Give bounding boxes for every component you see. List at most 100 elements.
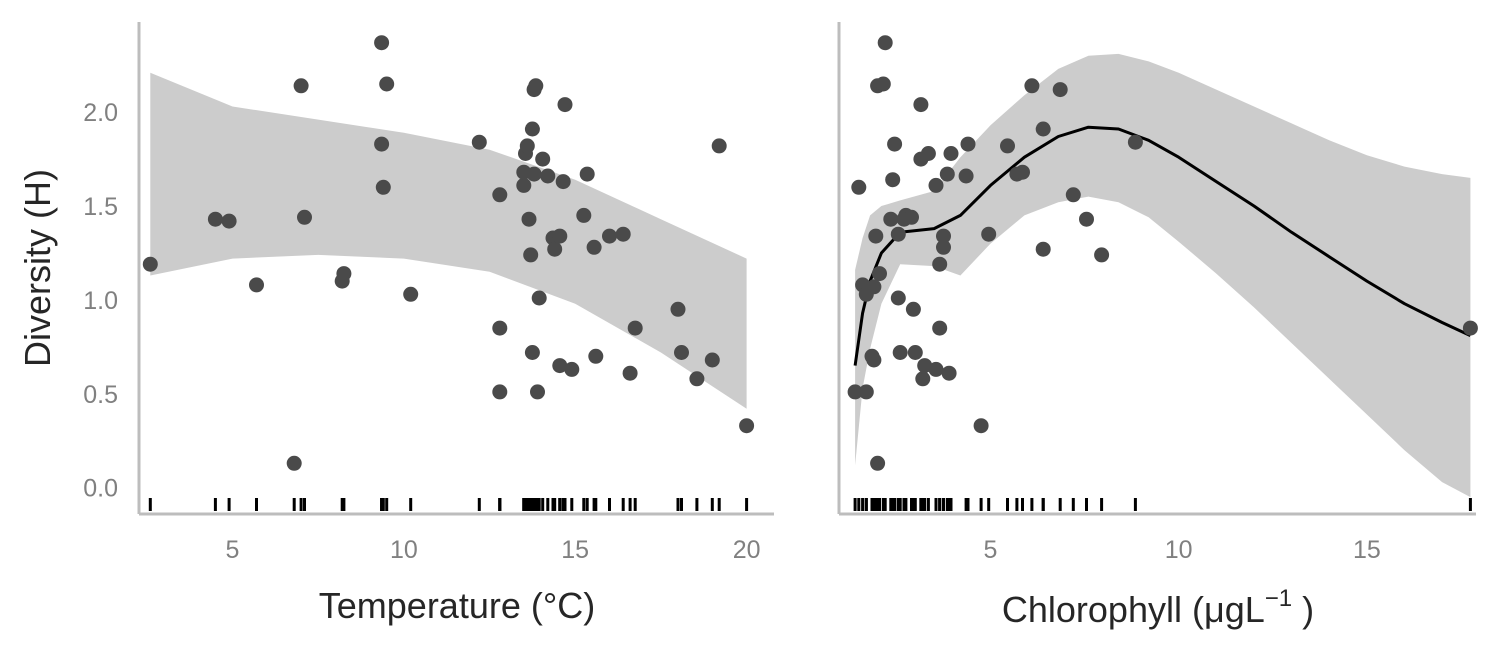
y-tick-label: 1.5	[83, 193, 118, 221]
x-tick-label: 15	[561, 536, 589, 564]
data-point	[917, 358, 933, 374]
x-tick-label: 20	[733, 536, 761, 564]
data-point	[920, 146, 936, 161]
data-point	[531, 290, 547, 306]
data-point	[552, 228, 568, 244]
data-point	[870, 455, 886, 471]
data-point	[932, 320, 948, 336]
y-tick-label: 2.0	[83, 99, 118, 127]
data-point	[576, 207, 592, 223]
data-point	[540, 168, 556, 184]
chlorophyll-panel: 5 10 15	[837, 22, 1478, 564]
data-point	[890, 290, 906, 306]
data-point	[586, 239, 602, 255]
data-point	[960, 136, 976, 152]
x-tick-label: 10	[390, 536, 418, 564]
data-point	[602, 228, 617, 244]
data-point	[877, 35, 893, 51]
data-point	[1065, 187, 1081, 203]
x-axis-title-chlorophyll-suffix: )	[1292, 589, 1314, 630]
data-point	[375, 179, 391, 195]
data-point	[928, 361, 944, 377]
data-point	[627, 320, 643, 336]
data-point	[615, 226, 631, 242]
data-point	[374, 35, 390, 51]
data-point	[1015, 164, 1030, 180]
data-point	[249, 277, 264, 293]
data-point	[1035, 121, 1051, 137]
data-point	[858, 384, 874, 400]
x-axis-title-chlorophyll-main: Chlorophyll (μgL	[1002, 589, 1265, 630]
x-tick-label: 15	[1353, 536, 1381, 564]
data-point	[907, 345, 923, 360]
data-point	[579, 166, 595, 182]
data-point	[552, 358, 568, 374]
data-point	[887, 136, 903, 152]
data-point	[526, 166, 542, 182]
data-point	[403, 286, 419, 302]
fit-line	[853, 125, 1472, 366]
data-point	[1079, 211, 1094, 227]
data-point	[142, 256, 158, 272]
x-axis-title-chlorophyll-superscript: −1	[1265, 585, 1292, 612]
data-point	[547, 241, 563, 257]
data-point	[557, 97, 573, 113]
data-point	[555, 174, 571, 190]
data-point	[564, 361, 580, 377]
data-point	[932, 256, 948, 272]
x-tick-label: 10	[1165, 536, 1193, 564]
y-tick-label: 0.5	[83, 381, 118, 409]
data-point	[519, 138, 535, 154]
data-point	[936, 239, 951, 255]
data-point	[915, 371, 931, 387]
data-point	[535, 151, 551, 167]
data-point	[1035, 241, 1051, 257]
data-point	[374, 136, 390, 152]
data-point	[892, 345, 908, 360]
data-point	[492, 320, 508, 336]
data-point	[1127, 134, 1143, 150]
data-point	[981, 226, 997, 242]
x-tick-label: 5	[226, 536, 240, 564]
data-point	[524, 345, 540, 360]
data-point	[1094, 247, 1110, 263]
data-point	[711, 138, 727, 154]
data-point	[523, 247, 539, 263]
data-point	[286, 455, 302, 471]
confidence-band	[855, 53, 1471, 498]
data-point	[521, 211, 537, 227]
data-point	[905, 301, 921, 317]
data-point	[1052, 82, 1068, 98]
data-point	[973, 418, 989, 434]
data-point	[943, 146, 959, 161]
data-point	[704, 352, 720, 368]
data-point	[941, 365, 957, 381]
data-point	[530, 384, 545, 400]
temperature-panel: 5 10 15 20 0.0 0.5 1.0 1.5 2.0	[83, 22, 774, 564]
data-point	[622, 365, 638, 381]
data-point	[866, 279, 882, 295]
data-point	[516, 177, 532, 193]
data-point	[1462, 320, 1478, 336]
data-point	[588, 348, 604, 364]
data-point	[928, 177, 944, 193]
data-point	[936, 228, 951, 244]
data-point	[689, 371, 705, 387]
data-point	[528, 78, 544, 94]
data-point	[524, 121, 540, 137]
data-point	[1024, 78, 1040, 94]
data-point	[890, 226, 906, 242]
x-axis-title-temperature: Temperature (°C)	[319, 585, 595, 626]
data-point	[883, 211, 899, 227]
x-tick-label: 5	[984, 536, 998, 564]
data-point	[875, 76, 891, 92]
data-point	[471, 134, 487, 150]
data-point	[913, 97, 929, 113]
data-point	[670, 301, 686, 317]
data-point	[1000, 138, 1015, 154]
data-point	[293, 78, 309, 94]
data-point	[221, 213, 237, 229]
data-point	[958, 168, 974, 184]
y-tick-label: 1.0	[83, 287, 118, 315]
